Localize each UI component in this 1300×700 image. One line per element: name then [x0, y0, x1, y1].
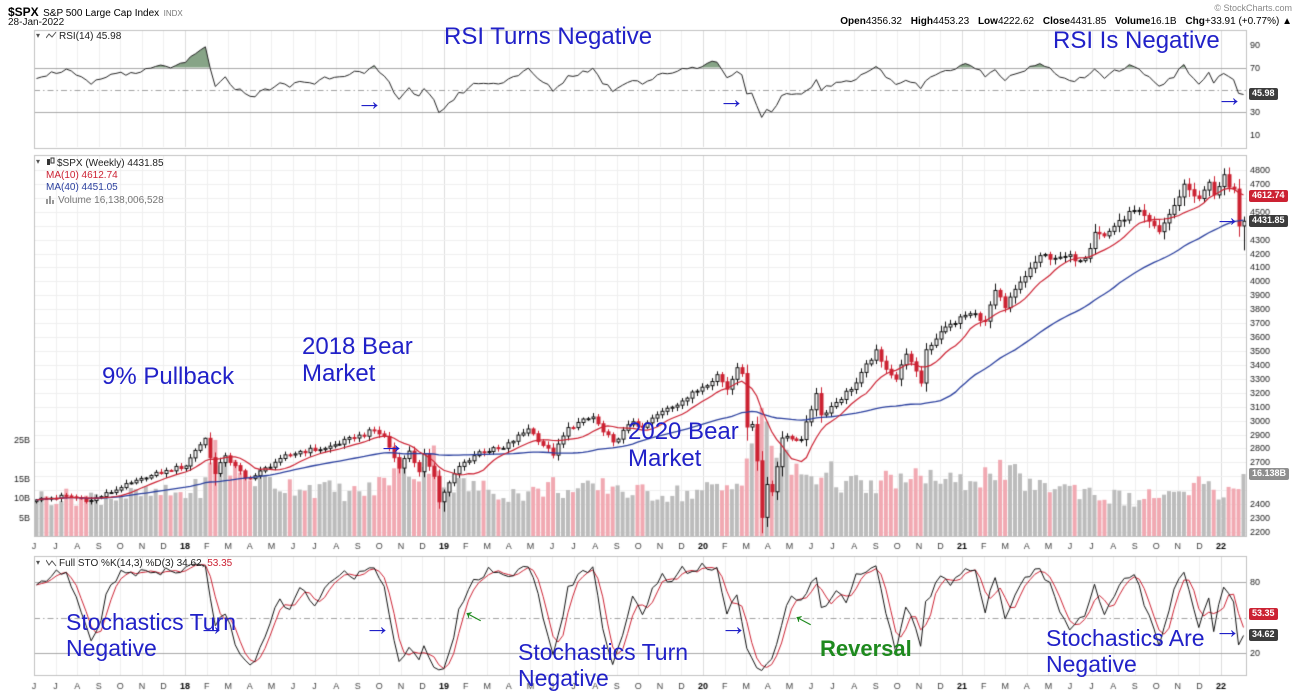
volume-bars-icon: [46, 195, 54, 204]
annotation-9-percent-pullback: 9% Pullback: [102, 363, 235, 390]
annotation-stoch-are-negative: Stochastics Are Negative: [1046, 625, 1205, 677]
volume-badge: 16.138B: [1249, 468, 1290, 480]
stoch-legend: Full STO %K(14,3) %D(3) 34.62, 53.35: [45, 558, 233, 570]
quote-label: Close: [1042, 16, 1071, 27]
quote-value: 4356.32: [865, 16, 902, 27]
quote-value: 4431.85: [1070, 16, 1107, 27]
main-legend-ma10: MA(10) 4612.74: [46, 169, 118, 181]
main-legend-volume: Volume 16,138,006,528: [58, 194, 164, 206]
annotation-2018-bear-market: 2018 Bear Market: [302, 333, 413, 387]
chart-date: 28-Jan-2022: [8, 17, 65, 28]
quote-label: Open: [840, 16, 866, 27]
rsi-value-badge: 45.98: [1249, 88, 1278, 100]
quote-label: High: [910, 16, 933, 27]
symbol-name: S&P 500 Large Cap Index: [43, 8, 160, 19]
blue-arrow-right-icon: →: [1214, 202, 1241, 232]
blue-arrow-right-icon: →: [356, 86, 383, 116]
stoch-legend-label: Full STO %K(14,3) %D(3): [59, 558, 174, 569]
main-legend-volume-row: Volume 16,138,006,528: [46, 195, 164, 208]
annotation-stoch-turn-negative-center: Stochastics Turn Negative: [518, 639, 689, 691]
rsi-legend-text: RSI(14) 45.98: [59, 31, 122, 42]
quote-value: 16.1B: [1150, 16, 1177, 27]
annotation-rsi-turns-negative: RSI Turns Negative: [444, 23, 653, 50]
blue-arrow-right-icon: →: [1214, 614, 1241, 644]
annotation-2020-bear-market: 2020 Bear Market: [628, 418, 739, 472]
panel-collapse-icon[interactable]: ▾: [36, 558, 41, 567]
ma10-badge: 4612.74: [1249, 190, 1288, 202]
main-legend-symbol-row: $SPX (Weekly) 4431.85: [46, 157, 164, 170]
blue-arrow-right-icon: →: [1216, 82, 1243, 112]
blue-arrow-right-icon: →: [198, 611, 225, 641]
stoch-legend-k-value: 34.62,: [176, 558, 205, 569]
line-indicator-icon: [45, 31, 57, 39]
blue-arrow-right-icon: →: [718, 84, 745, 114]
blue-arrow-right-icon: →: [720, 611, 747, 641]
quote-value: 4453.23: [933, 16, 970, 27]
main-legend: $SPX (Weekly) 4431.85 MA(10) 4612.74 MA(…: [46, 157, 164, 207]
copyright: © StockCharts.com: [1214, 3, 1292, 13]
quote-label: Chg: [1185, 16, 1205, 27]
main-legend-symbol: $SPX (Weekly) 4431.85: [57, 158, 164, 169]
panel-collapse-icon[interactable]: ▾: [36, 31, 41, 40]
line-indicator-icon: [45, 559, 57, 567]
quote-label: Low: [977, 16, 998, 27]
rsi-legend: RSI(14) 45.98: [45, 31, 122, 43]
exchange: INDX: [163, 9, 183, 18]
quote-line: Open4356.32 High4453.23 Low4222.62 Close…: [834, 16, 1292, 28]
quote-value: 4222.62: [997, 16, 1035, 27]
close-badge: 4431.85: [1249, 215, 1288, 227]
stoch-legend-d-value: 53.35: [207, 558, 233, 569]
quote-label: Volume: [1115, 16, 1151, 27]
annotation-stoch-turn-negative-left: Stochastics Turn Negative: [66, 609, 237, 661]
candlestick-icon: [47, 157, 55, 165]
annotation-reversal: Reversal: [820, 636, 912, 661]
panel-collapse-icon[interactable]: ▾: [36, 157, 41, 166]
symbol: $SPX: [8, 5, 39, 19]
blue-arrow-right-icon: →: [378, 429, 405, 459]
main-legend-ma40: MA(40) 4451.05: [46, 182, 118, 193]
annotation-rsi-is-negative: RSI Is Negative: [1053, 27, 1220, 54]
stoch-k-badge: 34.62: [1249, 629, 1278, 641]
quote-value: +33.91 (+0.77%) ▲: [1204, 16, 1292, 27]
header-left: $SPX S&P 500 Large Cap Index INDX: [8, 3, 183, 21]
stoch-d-badge: 53.35: [1249, 608, 1278, 620]
blue-arrow-right-icon: →: [364, 611, 391, 641]
